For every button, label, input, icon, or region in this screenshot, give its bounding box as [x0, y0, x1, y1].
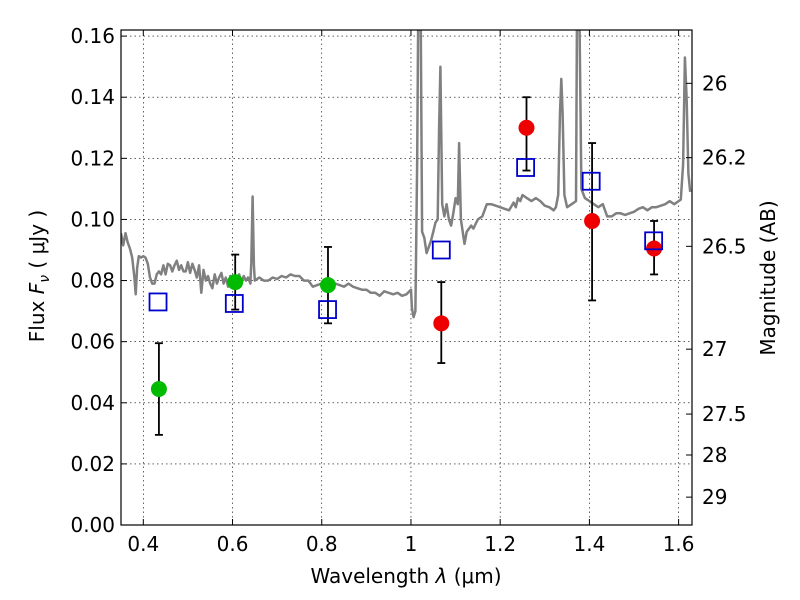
x-axis-label-unit: (μm)	[454, 564, 502, 588]
y-axis-label-unit: μJy	[25, 224, 49, 255]
model-point	[431, 240, 451, 260]
y-tick-label: 0.16	[70, 24, 115, 48]
x-axis-label: Wavelength λ (μm)	[310, 564, 501, 588]
y-tick-label: 0.12	[70, 146, 115, 170]
mag-tick-label: 29	[702, 485, 727, 509]
mag-tick-label: 26.2	[702, 146, 747, 170]
data-point	[150, 381, 167, 398]
y-tick-label: 0.08	[70, 269, 115, 293]
x-tick-label: 1.4	[573, 532, 605, 556]
y-tick-label: 0.00	[70, 513, 115, 537]
x-tick-label: 0.8	[306, 532, 338, 556]
y-axis-label-open: (	[25, 261, 49, 269]
plot-area	[121, 30, 692, 436]
y2-axis-label: Magnitude (AB)	[756, 200, 780, 355]
data-point	[319, 277, 336, 294]
x-tick-label: 1	[405, 532, 418, 556]
model-point	[148, 292, 168, 312]
ticks: 0.4 0.6 0.8 1 1.2 1.4 1.6 0.00 0.02 0.04 0.06 0.08 0…	[70, 24, 746, 556]
y-tick-label: 0.14	[70, 85, 115, 109]
y-tick-label: 0.10	[70, 207, 115, 231]
x-axis-label-main: Wavelength	[310, 564, 429, 588]
model-point	[318, 300, 337, 319]
spectrum-path	[121, 30, 692, 319]
data-point	[433, 315, 450, 332]
y-axis-label-close: )	[25, 210, 49, 218]
y-axis-label-symbol: F	[25, 282, 49, 294]
mag-tick-label: 27	[702, 337, 727, 361]
x-tick-label: 0.4	[127, 532, 159, 556]
data-point	[518, 119, 535, 136]
y-tick-label: 0.02	[70, 452, 115, 476]
plot-frame	[120, 29, 693, 526]
y-tick-label: 0.04	[70, 391, 115, 415]
y-axis-label-subscript: ν	[37, 275, 53, 283]
y-tick-label: 0.06	[70, 330, 115, 354]
model-point	[224, 294, 244, 313]
error-bars	[154, 96, 659, 436]
data-point	[227, 274, 244, 291]
x-tick-label: 1.6	[663, 532, 695, 556]
x-tick-label: 1.2	[484, 532, 516, 556]
y-axis-label: Flux Fν ( μJy )	[25, 210, 53, 342]
x-axis-label-symbol: λ	[435, 564, 448, 588]
mag-tick-label: 26	[702, 71, 727, 95]
data-point	[584, 212, 601, 229]
model-point	[516, 158, 536, 177]
x-tick-label: 0.6	[217, 532, 249, 556]
mag-tick-label: 28	[702, 443, 727, 467]
markers	[148, 119, 664, 398]
spectrum-line	[121, 30, 692, 319]
y-axis-label-main: Flux	[25, 300, 49, 342]
mag-tick-label: 26.5	[702, 234, 747, 258]
model-point	[644, 231, 664, 251]
mag-tick-label: 27.5	[702, 402, 747, 426]
model-point	[581, 171, 601, 191]
